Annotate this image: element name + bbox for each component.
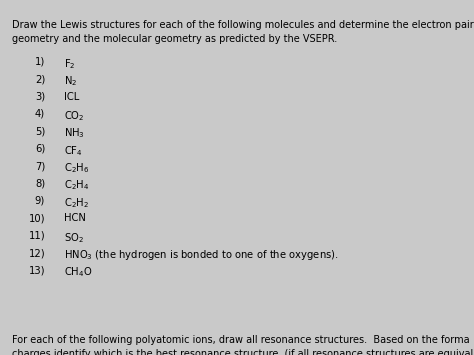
Text: SO$_2$: SO$_2$ (64, 231, 84, 245)
Text: C$_2$H$_4$: C$_2$H$_4$ (64, 179, 90, 192)
Text: 9): 9) (35, 196, 45, 206)
Text: CO$_2$: CO$_2$ (64, 109, 85, 123)
Text: 1): 1) (35, 57, 45, 67)
Text: 5): 5) (35, 126, 45, 136)
Text: geometry and the molecular geometry as predicted by the VSEPR.: geometry and the molecular geometry as p… (12, 34, 337, 44)
Text: Draw the Lewis structures for each of the following molecules and determine the : Draw the Lewis structures for each of th… (12, 20, 474, 29)
Text: 8): 8) (35, 179, 45, 189)
Text: CH$_4$O: CH$_4$O (64, 266, 92, 279)
Text: 2): 2) (35, 74, 45, 84)
Text: 3): 3) (35, 92, 45, 102)
Text: 4): 4) (35, 109, 45, 119)
Text: 10): 10) (28, 213, 45, 223)
Text: C$_2$H$_6$: C$_2$H$_6$ (64, 161, 90, 175)
Text: 13): 13) (28, 266, 45, 275)
Text: HCN: HCN (64, 213, 86, 223)
Text: HNO$_3$ (the hydrogen is bonded to one of the oxygens).: HNO$_3$ (the hydrogen is bonded to one o… (64, 248, 339, 262)
Text: C$_2$H$_2$: C$_2$H$_2$ (64, 196, 89, 210)
Text: 11): 11) (28, 231, 45, 241)
Text: NH$_3$: NH$_3$ (64, 126, 85, 140)
Text: charges identify which is the best resonance structure. (if all resonance struct: charges identify which is the best reson… (12, 349, 473, 355)
Text: CF$_4$: CF$_4$ (64, 144, 83, 158)
Text: For each of the following polyatomic ions, draw all resonance structures.  Based: For each of the following polyatomic ion… (12, 335, 469, 345)
Text: 6): 6) (35, 144, 45, 154)
Text: 7): 7) (35, 161, 45, 171)
Text: N$_2$: N$_2$ (64, 74, 77, 88)
Text: F$_2$: F$_2$ (64, 57, 75, 71)
Text: ICL: ICL (64, 92, 79, 102)
Text: 12): 12) (28, 248, 45, 258)
